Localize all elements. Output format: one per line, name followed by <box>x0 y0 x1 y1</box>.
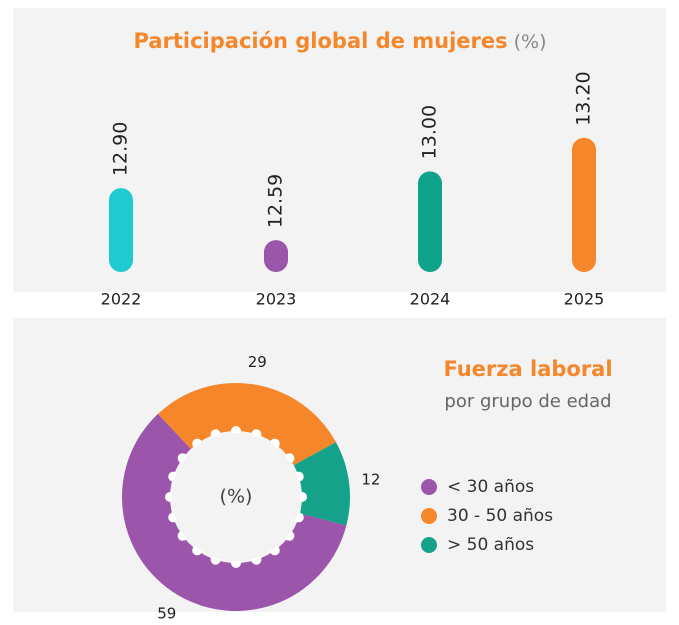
value-label: 13.20 <box>573 71 595 125</box>
donut-slice <box>288 442 350 526</box>
x-tick-label: 2024 <box>410 290 451 309</box>
value-label: 12.59 <box>265 174 287 228</box>
value-label: 13.00 <box>419 105 441 159</box>
legend-label: 30 - 50 años <box>447 506 553 526</box>
legend-swatch <box>421 479 437 495</box>
title-unit: (%) <box>514 31 547 53</box>
title-main: Participación global de mujeres <box>134 29 508 53</box>
bar <box>418 171 442 272</box>
center-label: (%) <box>220 486 253 508</box>
bar <box>109 188 133 272</box>
legend-label: < 30 años <box>447 477 534 497</box>
chart-title: Fuerza laboral <box>443 357 612 381</box>
x-tick-label: 2025 <box>564 290 605 309</box>
donut-slice <box>122 413 347 611</box>
x-tick-label: 2023 <box>256 290 297 309</box>
value-label: 12.90 <box>110 122 132 176</box>
slice-label: 29 <box>248 353 267 371</box>
slice-label: 59 <box>157 605 176 623</box>
bar <box>264 240 288 272</box>
chart-subtitle: por grupo de edad <box>444 391 611 412</box>
legend-swatch <box>421 508 437 524</box>
chart-title: Participación global de mujeres (%) <box>134 29 547 53</box>
legend-swatch <box>421 537 437 553</box>
x-tick-label: 2022 <box>101 290 142 309</box>
slice-label: 12 <box>361 470 380 488</box>
bar <box>572 137 596 272</box>
donut-hole-inner <box>172 433 300 561</box>
legend-label: > 50 años <box>447 535 534 555</box>
